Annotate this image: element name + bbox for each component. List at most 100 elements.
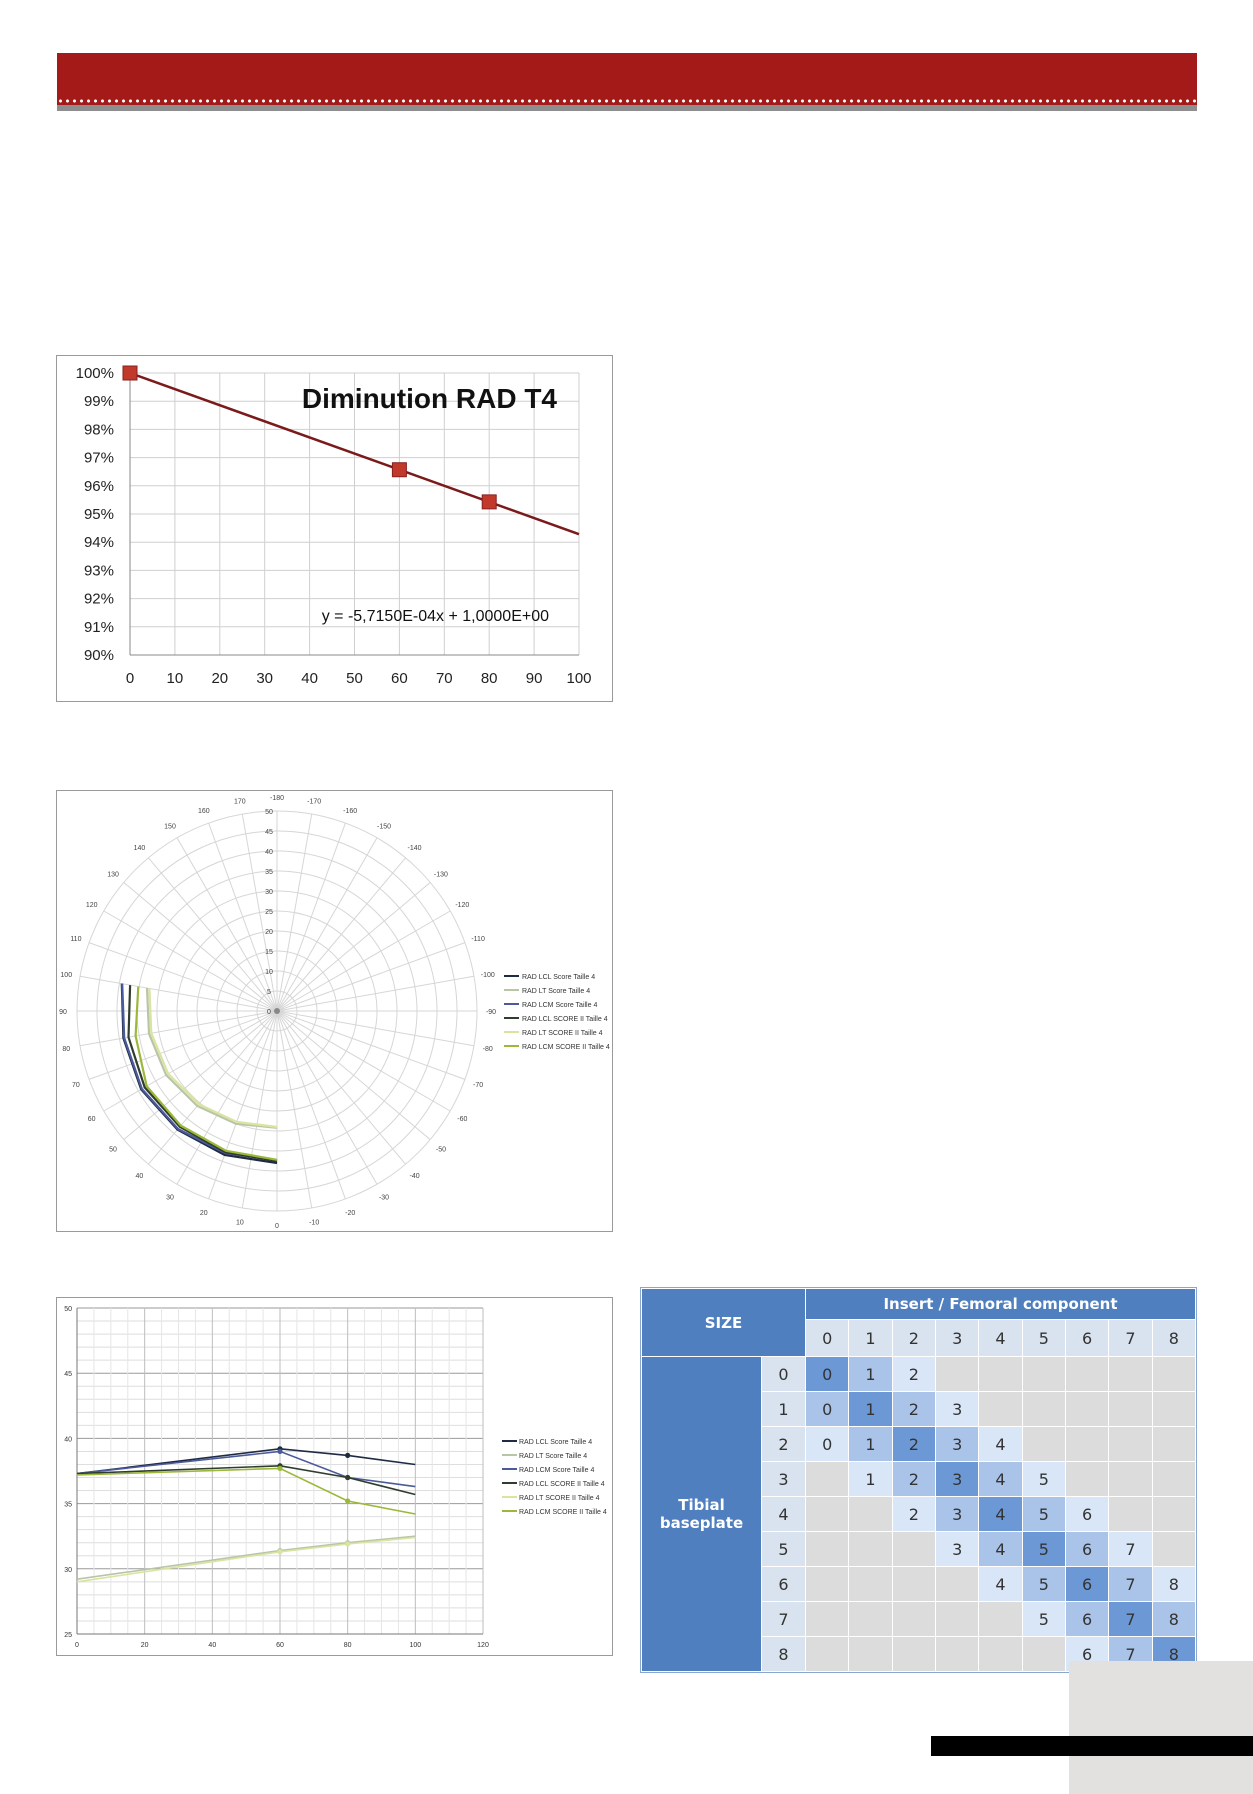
- x-tick-label: 60: [276, 1642, 284, 1649]
- column-header: 7: [1108, 1319, 1153, 1357]
- table-cell: 1: [848, 1461, 893, 1497]
- legend-label: RAD LCM Score Taille 4: [519, 1467, 594, 1474]
- score-line-chart-svg: 0 20 40 60 80 100 120 25 30 35 40 45 50 RAD LCL Score…: [64, 1306, 607, 1649]
- table-cell: 8: [1151, 1601, 1197, 1637]
- chart-title: Diminution RAD T4: [302, 383, 558, 414]
- polar-spoke: [276, 910, 451, 1012]
- table-cell: 3: [934, 1391, 980, 1427]
- table-cell: 3: [934, 1426, 980, 1462]
- table-cell: 5: [1021, 1601, 1066, 1637]
- angle-label: 90: [59, 1009, 67, 1016]
- series-point: [345, 1498, 351, 1504]
- y-tick-label: 90%: [84, 647, 114, 664]
- radial-tick-label: 25: [265, 909, 273, 916]
- polar-spoke: [276, 1010, 313, 1209]
- y-tick-label: 45: [64, 1371, 72, 1378]
- y-tick-label: 40: [64, 1436, 72, 1443]
- polar-spoke: [79, 975, 278, 1012]
- table-cell: 2: [891, 1391, 937, 1427]
- polar-spoke: [176, 837, 278, 1012]
- series-point: [345, 1541, 351, 1547]
- table-cell: [848, 1496, 893, 1532]
- table-cell: 6: [1064, 1531, 1110, 1567]
- table-cell: [1108, 1356, 1153, 1392]
- series-point: [277, 1465, 283, 1471]
- data-point-marker: [391, 462, 407, 478]
- series-line: [76, 1450, 416, 1488]
- polar-spoke: [103, 1010, 278, 1112]
- y-tick-label: 35: [64, 1502, 72, 1509]
- radial-tick-label: 30: [265, 889, 273, 896]
- table-cell: 4: [978, 1461, 1023, 1497]
- x-tick-label: 50: [346, 670, 363, 687]
- table-cell: 2: [891, 1496, 937, 1532]
- polar-spoke: [103, 910, 278, 1012]
- y-tick-label: 91%: [84, 619, 114, 636]
- polar-spoke: [276, 1010, 346, 1200]
- y-tick-label: 30: [64, 1567, 72, 1574]
- angle-label: -30: [379, 1194, 389, 1201]
- column-header: 0: [805, 1319, 850, 1357]
- row-header: 2: [760, 1426, 807, 1462]
- table-cell: 3: [934, 1531, 980, 1567]
- table-cell: 5: [1021, 1566, 1066, 1602]
- row-header: 7: [760, 1601, 807, 1637]
- series-line: [76, 1535, 416, 1580]
- polar-spoke: [79, 1010, 278, 1047]
- series-line: [76, 1447, 416, 1475]
- table-cell: 0: [805, 1426, 850, 1462]
- y-tick-label: 25: [64, 1632, 72, 1639]
- table-cell: [934, 1356, 980, 1392]
- table-cell: 4: [978, 1566, 1023, 1602]
- angle-label: -120: [455, 902, 469, 909]
- table-cell: [1021, 1636, 1066, 1672]
- angle-label: -170: [307, 798, 321, 805]
- x-tick-label: 20: [141, 1642, 149, 1649]
- banner-dotted-line: [57, 98, 1197, 104]
- polar-spoke: [88, 1010, 278, 1080]
- table-cell: [1021, 1426, 1066, 1462]
- table-cell: 3: [934, 1461, 980, 1497]
- trendline: [129, 371, 580, 536]
- page-footer-bar: [931, 1736, 1253, 1756]
- trendline-equation: y = -5,7150E-04x + 1,0000E+00: [322, 608, 549, 625]
- table-cell: [1064, 1391, 1110, 1427]
- table-cell: [1108, 1461, 1153, 1497]
- polar-chart-svg: 0102030405060708090100110120130140150160…: [59, 795, 610, 1230]
- page-corner-block: [1069, 1661, 1253, 1794]
- series-point: [345, 1474, 351, 1481]
- angle-label: -180: [270, 795, 284, 802]
- polar-spoke: [148, 857, 278, 1012]
- data-point-marker: [481, 494, 497, 510]
- x-tick-label: 80: [344, 1642, 352, 1649]
- table-cell: [978, 1636, 1023, 1672]
- legend-label: RAD LCL SCORE II Taille 4: [522, 1016, 608, 1023]
- polar-spoke: [276, 975, 475, 1012]
- polar-spoke: [123, 1010, 278, 1140]
- y-tick-label: 96%: [84, 478, 114, 495]
- table-cell: 5: [1021, 1461, 1066, 1497]
- radial-tick-label: 20: [265, 929, 273, 936]
- x-tick-label: 0: [75, 1642, 79, 1649]
- legend-label: RAD LT SCORE II Taille 4: [522, 1030, 603, 1037]
- legend-label: RAD LT SCORE II Taille 4: [519, 1495, 600, 1502]
- angle-label: -90: [486, 1009, 496, 1016]
- x-tick-label: 100: [409, 1642, 421, 1649]
- polar-spoke: [241, 1010, 278, 1209]
- x-tick-label: 0: [126, 670, 134, 687]
- polar-spoke: [123, 882, 278, 1012]
- polar-series-line: [148, 988, 278, 1129]
- polar-spoke: [276, 813, 313, 1012]
- angle-label: 30: [166, 1194, 174, 1201]
- angle-label: 140: [134, 845, 146, 852]
- insert-femoral-header: Insert / Femoral component: [805, 1288, 1196, 1320]
- tibial-baseplate-header: Tibial baseplate: [641, 1356, 762, 1672]
- table-cell: [1151, 1391, 1197, 1427]
- angle-label: 20: [200, 1210, 208, 1217]
- table-cell: 2: [891, 1426, 937, 1462]
- x-tick-label: 40: [208, 1642, 216, 1649]
